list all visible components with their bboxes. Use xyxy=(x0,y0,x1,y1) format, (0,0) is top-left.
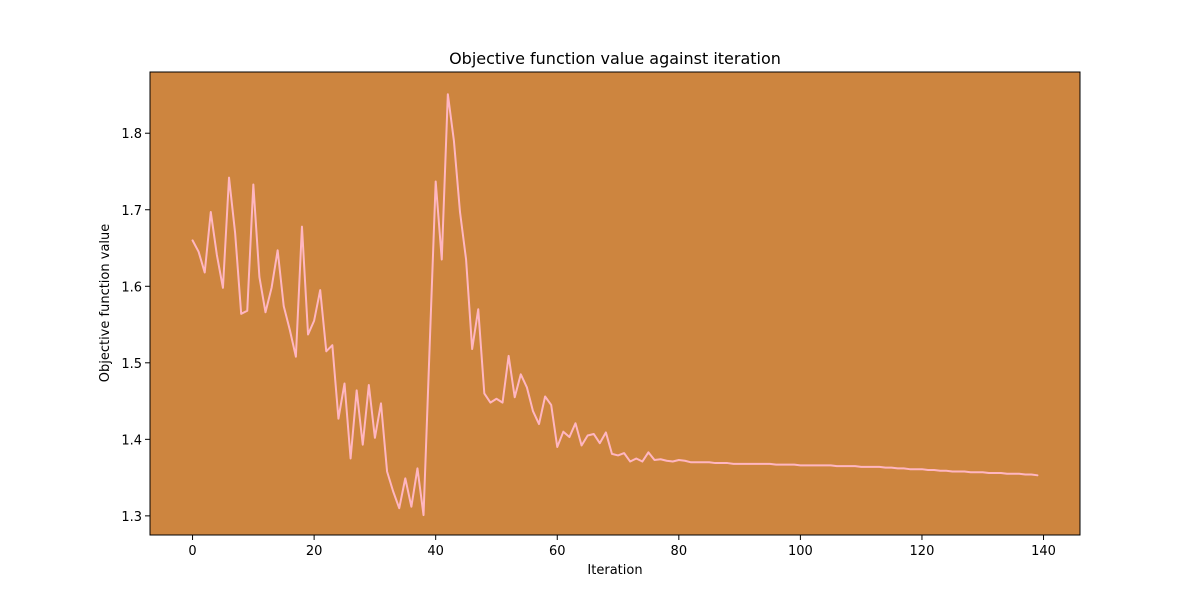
x-tick-label: 60 xyxy=(549,544,566,559)
x-tick-label: 0 xyxy=(188,544,196,559)
y-tick-label: 1.8 xyxy=(121,127,142,142)
x-tick-label: 140 xyxy=(1031,544,1056,559)
y-tick-label: 1.7 xyxy=(121,204,142,219)
x-tick-label: 100 xyxy=(788,544,813,559)
axis-ticks: 0 20 40 60 80 100 120 140 1.3 1.4 1.5 1.6 1.7 1.8 xyxy=(121,127,1056,559)
y-axis-label: Objective function value xyxy=(98,224,113,383)
y-tick-label: 1.5 xyxy=(121,357,142,372)
x-tick-label: 40 xyxy=(427,544,444,559)
y-tick-label: 1.6 xyxy=(121,280,142,295)
chart-title: Objective function value against iterati… xyxy=(449,49,781,68)
x-tick-label: 20 xyxy=(306,544,323,559)
x-tick-label: 120 xyxy=(910,544,935,559)
x-axis-label: Iteration xyxy=(587,563,642,578)
plot-background xyxy=(150,72,1080,535)
x-tick-label: 80 xyxy=(671,544,688,559)
y-tick-label: 1.3 xyxy=(121,510,142,525)
series-line xyxy=(191,93,1039,517)
plot-frame xyxy=(149,71,1081,536)
y-tick-label: 1.4 xyxy=(121,433,142,448)
